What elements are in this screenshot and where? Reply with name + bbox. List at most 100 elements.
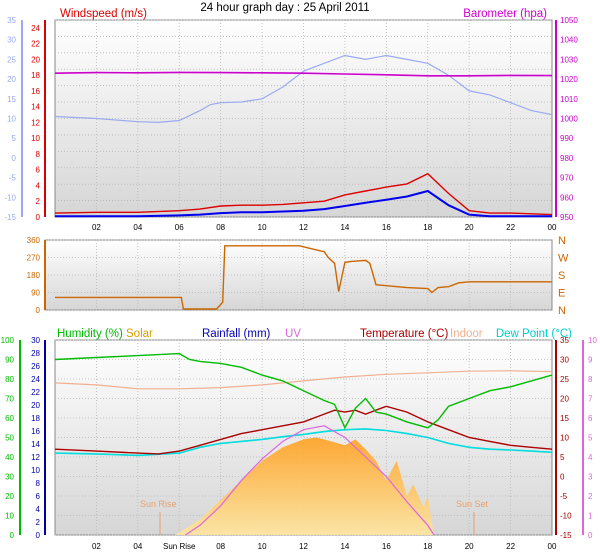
temperature-tick-labels: 35 30 25 20 15 10 5 0 -5 -10 -15 [560,336,572,540]
panel1-x-tick-label: 10 [258,223,267,232]
temperature-tick-label: 0 [560,473,565,482]
outer-left-tick-label: 30 [7,36,16,45]
panel3-x-tick-label: 14 [340,542,349,551]
humidity-tick-label: 70 [5,395,14,404]
temperature-tick-label: 30 [560,356,569,365]
temperature-tick-label: 25 [560,375,569,384]
rain-tick-label: 24 [31,375,40,384]
rain-tick-label: 18 [31,414,40,423]
indoor-legend: Indoor [450,328,483,340]
uv-tick-label: 4 [588,453,593,462]
panel1-x-tick-label: 08 [216,223,225,232]
panel1-x-tick-label: 18 [423,223,432,232]
panel2-grid [45,239,552,311]
rain-tick-label: 26 [31,362,40,371]
uv-tick-label: 6 [588,414,593,423]
rain-tick-label: 8 [36,479,41,488]
temperature-tick-label: 20 [560,395,569,404]
inner-left-tick-label: 2 [36,197,41,206]
indoor-temperature-line [54,370,553,390]
temperature-tick-label: 15 [560,414,569,423]
panel3-x-tick-labels: 02 04 Sun Rise 08 10 12 14 16 18 20 22 00 [92,542,557,551]
outer-left-tick-label: 15 [7,95,16,104]
rain-tick-label: 10 [31,466,40,475]
rain-tick-label: 20 [31,401,40,410]
direction-degree-tick-label: 360 [27,236,41,245]
panel3-x-tick-label: Sun Rise [163,542,196,551]
right-tick-label: 1050 [560,16,578,25]
humidity-tick-label: 80 [5,375,14,384]
humidity-tick-label: 20 [5,492,14,501]
right-tick-label: 950 [560,213,574,222]
direction-degree-tick-label: 90 [31,289,40,298]
barometer-line [54,71,553,77]
windspeed-line [54,172,553,216]
humidity-legend: Humidity (%) [57,328,123,340]
panel1-x-tick-label: 04 [133,223,142,232]
direction-compass-tick-label: S [558,270,565,282]
sunset-annotation: Sun Set [456,499,489,509]
panel3-x-tick-label: 22 [506,542,515,551]
inner-left-tick-label: 4 [36,181,41,190]
panel1-x-tick-label: 12 [299,223,308,232]
rain-tick-label: 4 [36,505,41,514]
right-tick-label: 970 [560,174,574,183]
uv-legend: UV [285,328,301,340]
panel3-x-tick-label: 00 [548,542,557,551]
panel1-x-tick-label: 02 [92,223,101,232]
direction-degree-tick-label: 0 [36,306,41,315]
panel3-x-tick-label: 04 [133,542,142,551]
panel3-series [54,352,553,536]
humidity-tick-label: 100 [1,336,15,345]
wind-average-line [55,189,552,218]
panel1-x-tick-label: 16 [382,223,391,232]
direction-degree-tick-label: 180 [27,271,41,280]
rain-tick-label: 22 [31,388,40,397]
temperature-tick-label: -10 [560,512,572,521]
uv-tick-label: 8 [588,375,593,384]
inner-left-tick-label: 16 [31,87,40,96]
humidity-tick-label: 0 [10,531,15,540]
outer-left-tick-label: 0 [12,154,17,163]
inner-left-tick-label: 12 [31,118,40,127]
wind-gust-line [54,54,553,124]
panel1-x-tick-label: 06 [175,223,184,232]
dew-point-legend: Dew Point (°C) [496,328,572,340]
direction-compass-tick-label: N [558,305,566,317]
uv-tick-label: 2 [588,492,593,501]
wind-direction-line [55,245,552,310]
temperature-tick-label: 35 [560,336,569,345]
outer-left-tick-label: 10 [7,115,16,124]
inner-left-tick-label: 20 [31,55,40,64]
right-tick-labels: 1050 1040 1030 1020 1010 1000 990 980 970 960 950 [560,16,578,222]
outer-left-tick-labels: 35 30 25 20 15 10 5 0 -5 -10 -15 [4,16,16,222]
rain-tick-label: 28 [31,349,40,358]
right-tick-label: 1010 [560,95,578,104]
uv-tick-label: 1 [588,512,593,521]
panel3-x-tick-label: 10 [258,542,267,551]
barometer-label: Barometer (hpa) [463,8,547,20]
panel1-x-tick-label: 14 [340,223,349,232]
humidity-tick-label: 60 [5,414,14,423]
right-tick-label: 1000 [560,115,578,124]
inner-left-tick-label: 0 [36,213,41,222]
panel2-series [55,245,552,310]
panel3-x-tick-label: 20 [465,542,474,551]
rain-tick-label: 0 [36,531,41,540]
direction-degree-tick-labels: 360 270 180 90 0 [27,236,41,315]
inner-left-tick-label: 24 [31,24,40,33]
direction-degree-tick-label: 270 [27,254,41,263]
panel1-series [54,54,553,218]
direction-compass-tick-label: N [558,235,566,247]
panel1-x-tick-labels: 02 04 06 08 10 12 14 16 18 20 22 00 [92,223,557,232]
right-tick-label: 980 [560,154,574,163]
rain-tick-label: 30 [31,336,40,345]
outer-left-tick-label: 35 [7,16,16,25]
panel3-x-tick-label: 12 [299,542,308,551]
